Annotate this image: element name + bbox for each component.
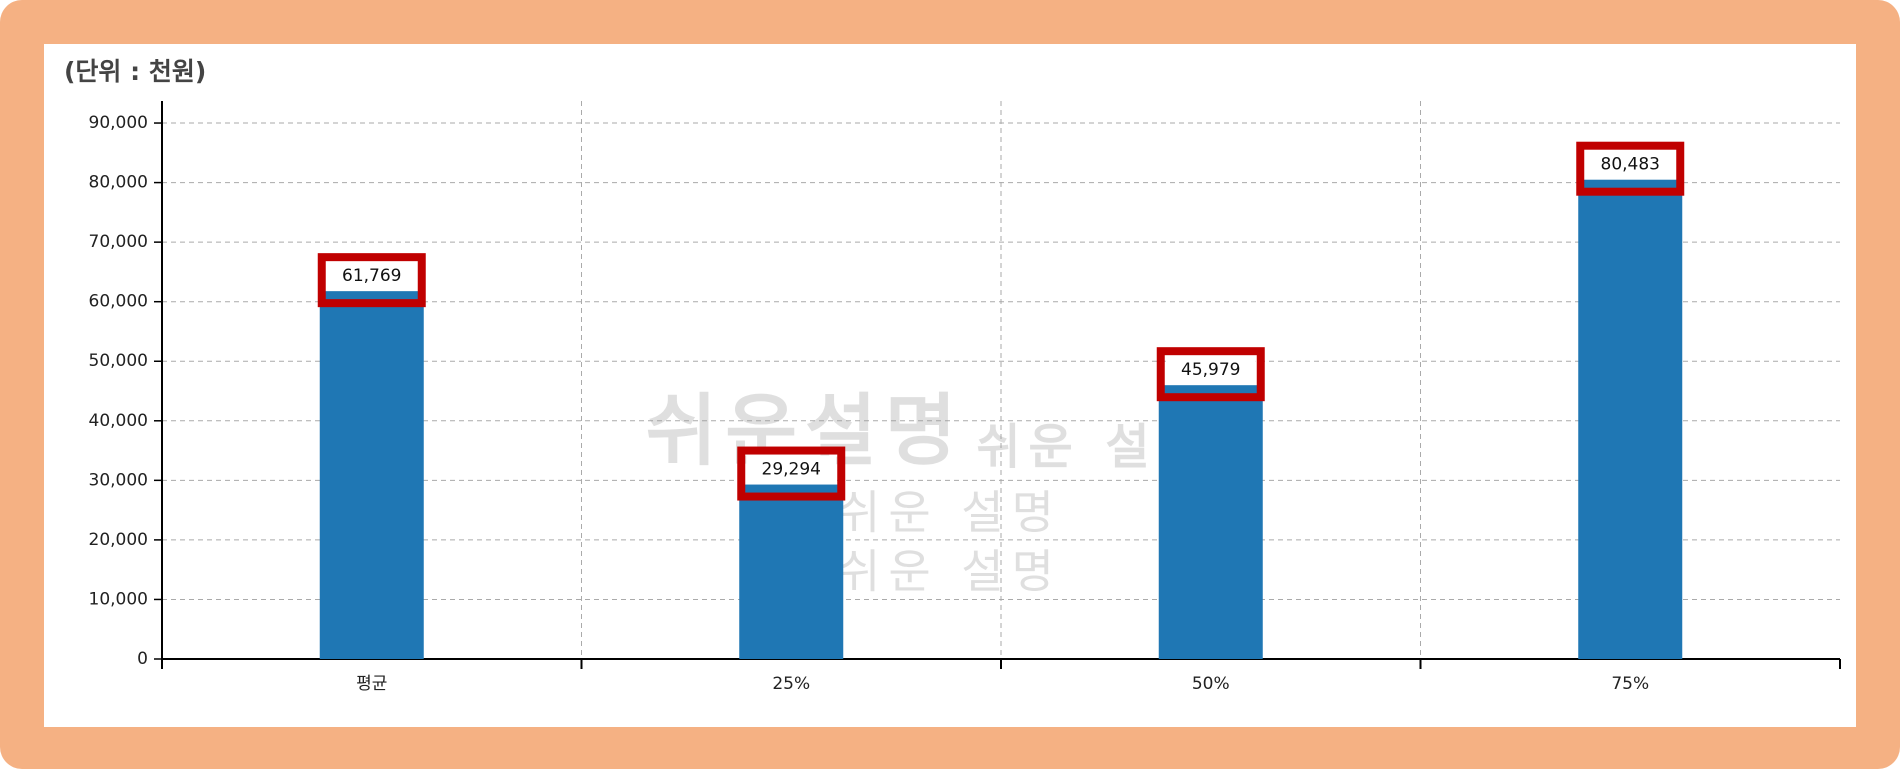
bar (739, 484, 844, 659)
value-label: 80,483 (1601, 155, 1660, 175)
label-bg (1585, 150, 1676, 178)
marks: 평균 61,769 25% 29,294 50% 45,979 75% 80,483 (317, 141, 1685, 694)
y-tick-label: 40,000 (89, 411, 148, 431)
label-bg (746, 455, 837, 483)
watermark: 쉬운 설명 (838, 545, 1062, 599)
x-tick-label: 75% (1611, 674, 1649, 694)
y-tick-label: 20,000 (89, 530, 148, 550)
y-tick-label: 0 (137, 649, 148, 669)
y-tick-label: 10,000 (89, 589, 148, 609)
value-label: 45,979 (1181, 360, 1240, 380)
watermark: 쉬운 설명 (838, 486, 1062, 540)
value-label: 61,769 (342, 266, 401, 286)
grid: 0 10,000 20,000 30,000 40,000 50,000 60,000 70,… (89, 101, 1841, 669)
label-highlight (1576, 141, 1685, 196)
value-label: 29,294 (762, 460, 821, 480)
bar (1158, 385, 1263, 659)
label-bg (326, 262, 417, 290)
y-tick-label: 90,000 (89, 113, 148, 133)
bar (319, 291, 424, 659)
x-tick-label: 50% (1192, 674, 1230, 694)
label-highlight (1156, 347, 1265, 402)
y-tick-label: 80,000 (89, 173, 148, 193)
y-tick-label: 50,000 (89, 351, 148, 371)
label-highlight (317, 253, 426, 308)
bar (1578, 179, 1683, 659)
x-tick-label: 25% (772, 674, 810, 694)
y-tick-label: 60,000 (89, 292, 148, 312)
label-highlight (737, 446, 846, 501)
y-tick-label: 30,000 (89, 470, 148, 490)
y-tick-label: 70,000 (89, 232, 148, 252)
label-bg (1165, 356, 1256, 384)
x-tick-label: 평균 (356, 674, 387, 694)
unit-label: (단위 : 천원) (64, 57, 206, 86)
